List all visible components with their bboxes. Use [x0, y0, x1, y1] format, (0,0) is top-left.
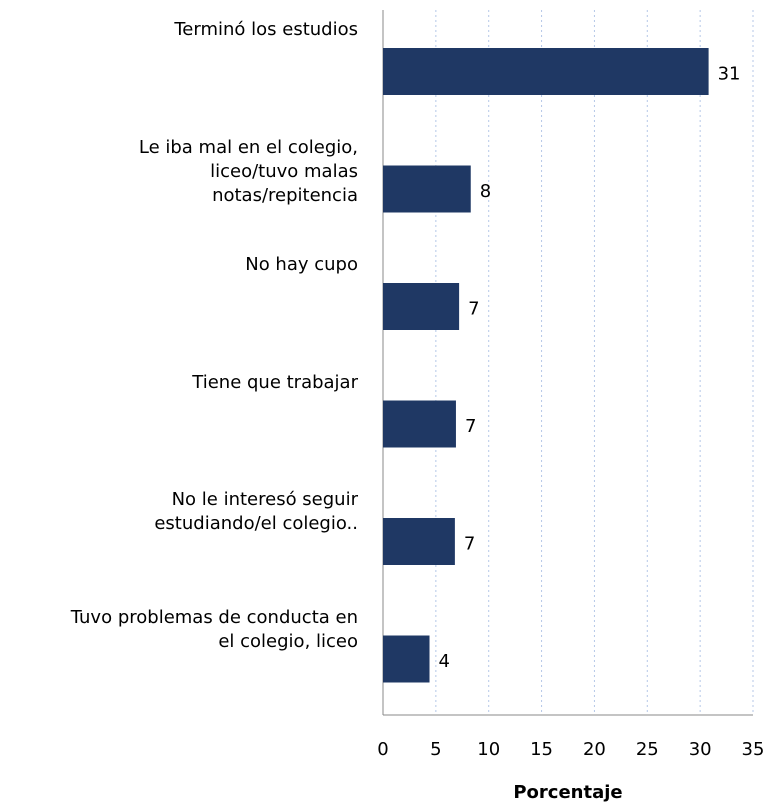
x-tick-label: 5: [430, 739, 441, 760]
x-tick-label: 30: [689, 739, 712, 760]
x-tick-label: 15: [530, 739, 553, 760]
bar: [383, 283, 460, 330]
x-tick-label: 10: [477, 739, 500, 760]
x-tick-label: 25: [636, 739, 659, 760]
data-label: 8: [480, 181, 491, 202]
category-label: Terminó los estudios: [174, 19, 358, 40]
category-label: No le interesó seguir estudiando/el cole…: [154, 489, 358, 534]
x-axis-title: Porcentaje: [513, 782, 622, 803]
bar: [383, 165, 471, 213]
x-tick-label: 35: [742, 739, 765, 760]
category-label: Le iba mal en el colegio, liceo/tuvo mal…: [138, 136, 358, 206]
data-label: 4: [439, 651, 450, 672]
x-tick-label: 0: [377, 739, 388, 760]
data-label: 31: [718, 64, 741, 85]
bar: [383, 635, 430, 683]
data-label: 7: [465, 416, 476, 437]
category-label: No hay cupo: [245, 254, 358, 275]
x-tick-label: 20: [583, 739, 606, 760]
data-label: 7: [464, 534, 475, 555]
category-label: Tuvo problemas de conducta en el colegio…: [70, 606, 358, 652]
bar: [383, 518, 455, 565]
bar: [383, 48, 709, 95]
bar: [383, 400, 456, 448]
category-label: Tiene que trabajar: [192, 371, 358, 393]
data-label: 7: [468, 299, 479, 320]
